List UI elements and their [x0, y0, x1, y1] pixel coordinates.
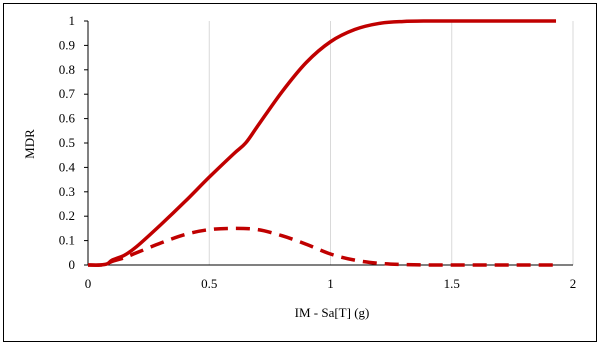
y-tick-label-3: 0.3	[59, 184, 75, 199]
dashed-series-line	[87, 226, 557, 267]
tick-labels: 0 0.1 0.2 0.3 0.4 0.5 0.6 0.7 0.8 0.9 1 0 0.5 1 1.5 2	[59, 13, 577, 291]
mdr-chart: 0 0.1 0.2 0.3 0.4 0.5 0.6 0.7 0.8 0.9 1 0 0.5 1 1.5 2 I…	[22, 13, 577, 320]
y-tick-label-8: 0.8	[59, 62, 75, 77]
x-axis-title: IM - Sa[T] (g)	[295, 305, 370, 320]
y-tick-label-0: 0	[69, 257, 76, 272]
y-tick-label-1: 0.1	[59, 233, 75, 248]
y-tick-label-2: 0.2	[59, 208, 75, 223]
x-tick-label-0: 0	[85, 276, 92, 291]
y-axis-title: MDR	[22, 129, 37, 159]
y-tick-label-9: 0.9	[59, 37, 75, 52]
axes	[84, 20, 573, 266]
x-tick-label-3: 1.5	[444, 276, 460, 291]
x-tick-label-4: 2	[570, 276, 577, 291]
y-tick-label-6: 0.6	[59, 111, 76, 126]
series-group	[87, 19, 557, 267]
y-tick-label-7: 0.7	[59, 86, 76, 101]
y-tick-label-4: 0.4	[59, 159, 76, 174]
grid-lines	[208, 21, 574, 265]
y-tick-label-10: 1	[69, 13, 76, 28]
solid-series-line	[87, 19, 557, 267]
y-tick-label-5: 0.5	[59, 135, 75, 150]
x-tick-label-2: 1	[327, 276, 334, 291]
x-tick-label-1: 0.5	[201, 276, 217, 291]
chart-frame: 0 0.1 0.2 0.3 0.4 0.5 0.6 0.7 0.8 0.9 1 0 0.5 1 1.5 2 I…	[3, 3, 597, 342]
